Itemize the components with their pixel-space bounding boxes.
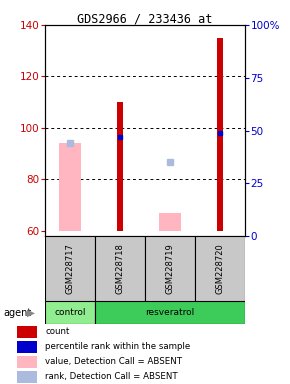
Text: GSM228720: GSM228720 (215, 243, 224, 294)
Text: count: count (45, 328, 70, 336)
Bar (95, 236, 145, 301)
Text: GSM228719: GSM228719 (166, 243, 175, 294)
Bar (59, 144, 81, 231)
Text: agent: agent (3, 308, 31, 318)
Bar (17, 341, 37, 353)
Bar (17, 356, 37, 367)
Text: percentile rank within the sample: percentile rank within the sample (45, 342, 191, 351)
Bar (217, 38, 223, 231)
Text: control: control (54, 308, 86, 318)
Text: value, Detection Call = ABSENT: value, Detection Call = ABSENT (45, 357, 182, 366)
Bar (117, 102, 123, 231)
Text: GSM228718: GSM228718 (115, 243, 124, 294)
Bar (159, 213, 181, 231)
Bar (17, 371, 37, 382)
Text: ▶: ▶ (27, 308, 35, 318)
Bar (195, 236, 245, 301)
Bar (17, 326, 37, 338)
Text: rank, Detection Call = ABSENT: rank, Detection Call = ABSENT (45, 372, 178, 381)
Text: GDS2966 / 233436_at: GDS2966 / 233436_at (77, 12, 213, 25)
Text: resveratrol: resveratrol (145, 308, 195, 318)
Text: GSM228717: GSM228717 (66, 243, 75, 294)
Bar (145, 236, 195, 301)
Bar (95, 301, 245, 324)
Bar (45, 236, 95, 301)
Bar (45, 301, 95, 324)
